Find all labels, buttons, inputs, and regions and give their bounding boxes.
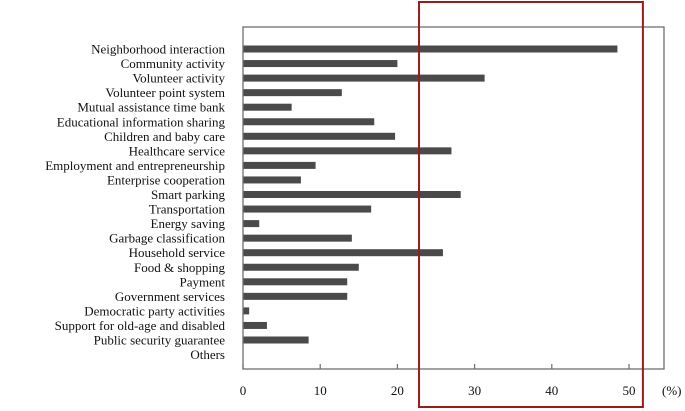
category-label: Employment and entrepreneurship [45, 158, 225, 173]
highlight-box [418, 1, 644, 408]
category-label: Volunteer point system [105, 85, 225, 100]
x-tick-label: 20 [391, 383, 404, 398]
category-label: Government services [115, 289, 225, 304]
x-axis-ticks: 0 10 20 30 40 50 [240, 364, 636, 398]
bar [243, 321, 267, 329]
category-label: Transportation [149, 202, 226, 217]
category-label: Support for old-age and disabled [55, 318, 226, 333]
category-label: Healthcare service [129, 143, 226, 158]
x-tick-label: 10 [314, 383, 327, 398]
bar [243, 234, 352, 242]
bar [243, 118, 375, 126]
bar [243, 220, 260, 228]
category-label: Community activity [121, 56, 226, 71]
x-tick-label: 50 [623, 383, 636, 398]
category-label: Children and baby care [104, 129, 225, 144]
bar [243, 336, 309, 344]
category-label: Payment [180, 274, 226, 289]
bars [243, 45, 618, 344]
category-label: Educational information sharing [57, 114, 226, 129]
bar [243, 292, 348, 300]
category-label: Others [190, 347, 225, 362]
x-tick-label: 30 [468, 383, 481, 398]
bar [243, 278, 348, 286]
x-tick-label: 0 [240, 383, 247, 398]
category-label: Public security guarantee [94, 333, 226, 348]
category-label: Democratic party activities [84, 303, 225, 318]
category-label: Volunteer activity [132, 71, 225, 86]
x-tick-label: 40 [545, 383, 558, 398]
bar [243, 60, 398, 68]
bar [243, 307, 250, 315]
category-label: Mutual assistance time bank [77, 100, 225, 115]
bar [243, 191, 461, 198]
bar [243, 103, 292, 111]
bar [243, 147, 452, 155]
category-label: Household service [129, 245, 226, 260]
bar [243, 74, 485, 82]
bar [243, 89, 342, 97]
category-label: Food & shopping [134, 260, 226, 275]
category-label: Smart parking [151, 187, 226, 202]
bar [243, 263, 359, 271]
bar [243, 249, 443, 257]
category-label: Enterprise cooperation [107, 172, 226, 187]
bar [243, 176, 301, 184]
category-label: Energy saving [151, 216, 226, 231]
category-label: Garbage classification [109, 231, 225, 246]
bar [243, 45, 618, 53]
category-label: Neighborhood interaction [91, 42, 225, 57]
bar [243, 205, 372, 213]
bar [243, 132, 396, 140]
plot-frame [242, 26, 665, 370]
bar [243, 161, 316, 169]
x-axis-unit-label: (%) [662, 383, 682, 398]
